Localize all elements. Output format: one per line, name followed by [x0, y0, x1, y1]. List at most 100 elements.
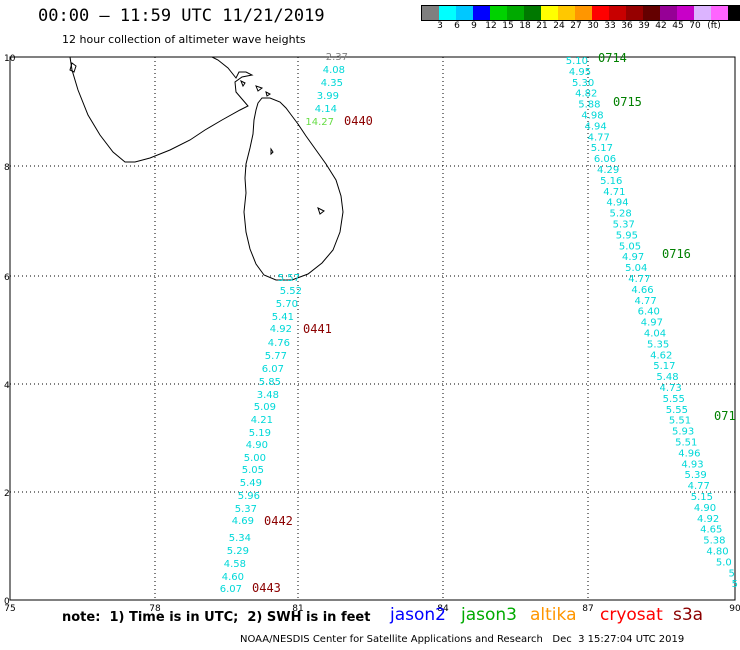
colorbar-label: 9 — [471, 21, 477, 31]
mission-label-cryosat: cryosat — [600, 605, 663, 625]
swh-value: 5.19 — [249, 428, 271, 439]
swh-value: 4.21 — [251, 415, 273, 426]
colorbar-swatch — [490, 6, 507, 20]
colorbar-swatch — [626, 6, 643, 20]
swh-value: 4.82 — [575, 89, 597, 100]
colorbar-swatch — [592, 6, 609, 20]
swh-value: 5.00 — [244, 453, 266, 464]
swh-value: 5.05 — [619, 241, 641, 252]
x-tick-label: 81 — [292, 604, 303, 614]
swh-value: 6.40 — [638, 307, 660, 318]
x-tick-label: 78 — [149, 604, 161, 614]
swh-value: 5.49 — [240, 478, 262, 489]
swh-value: 4.77 — [628, 274, 650, 285]
swh-value: 4.14 — [315, 104, 337, 115]
swh-value: 4.96 — [678, 448, 700, 459]
swh-value: 4.80 — [706, 547, 728, 558]
northern-islets — [69, 62, 325, 215]
pass-time-label: 0440 — [344, 114, 373, 128]
mission-label-jason3: jason3 — [461, 605, 517, 625]
colorbar-swatch — [711, 6, 728, 20]
swh-value: 4.94 — [584, 121, 606, 132]
swh-value: 4.65 — [700, 525, 722, 536]
colorbar-label: 36 — [621, 21, 633, 31]
swh-value: 4.90 — [694, 503, 716, 514]
x-tick-label: 84 — [437, 604, 449, 614]
colorbar-label: 12 — [485, 21, 497, 31]
swh-value: 5.51 — [669, 416, 691, 427]
colorbar-label: (ft) — [707, 21, 721, 31]
swh-value: 5.52 — [280, 286, 302, 297]
swh-value: 5.34 — [229, 533, 251, 544]
colorbar-label: 21 — [536, 21, 548, 31]
swh-value: 5.85 — [259, 377, 281, 388]
colorbar-label: 39 — [638, 21, 650, 31]
swh-value: 4.95 — [569, 67, 591, 78]
pass-time-label: 0441 — [303, 322, 332, 336]
swh-value: 5.17 — [653, 361, 675, 372]
swh-value: 5.57 — [278, 273, 300, 284]
swh-value: 5.48 — [656, 372, 678, 383]
india-coastline — [69, 56, 254, 163]
pass-time-label: 071 — [714, 409, 736, 423]
swh-value: 6.07 — [220, 584, 242, 595]
swh-value: 4.92 — [270, 324, 292, 335]
swh-value: 5.37 — [613, 220, 635, 231]
swh-value: 4.62 — [650, 350, 672, 361]
swh-value: 5.96 — [238, 491, 260, 502]
swh-value: 5.29 — [227, 546, 249, 557]
credit-line: NOAA/NESDIS Center for Satellite Applica… — [240, 634, 685, 645]
swh-value: 5.51 — [675, 438, 697, 449]
pass-time-label: 0714 — [598, 51, 627, 65]
swh-value: 4.77 — [588, 132, 610, 143]
pass-time-label: 0443 — [252, 581, 281, 595]
swh-value: 5.09 — [254, 402, 276, 413]
swh-value: 4.97 — [622, 252, 644, 263]
colorbar-swatch — [694, 6, 711, 20]
swh-value: 4.66 — [631, 285, 653, 296]
swh-value: 4.77 — [688, 481, 710, 492]
colorbar-label: 27 — [570, 21, 582, 31]
footnote: note: 1) Time is in UTC; 2) SWH is in fe… — [62, 610, 371, 625]
colorbar-label: 18 — [519, 21, 531, 31]
swh-value: 5.15 — [691, 492, 713, 503]
colorbar-swatch — [558, 6, 575, 20]
y-tick-label: 8 — [4, 163, 10, 173]
colorbar-label: 30 — [587, 21, 599, 31]
colorbar-swatch — [660, 6, 677, 20]
colorbar-swatch — [439, 6, 456, 20]
swh-value: 3.99 — [317, 91, 339, 102]
y-tick-label: 4 — [4, 381, 10, 391]
swh-value: 6.06 — [594, 154, 616, 165]
colorbar-swatch — [677, 6, 694, 20]
swh-value: 5.95 — [616, 230, 638, 241]
swh-value: 14.27 — [305, 117, 334, 128]
swh-value: 4.73 — [659, 383, 681, 394]
colorbar-swatch — [524, 6, 541, 20]
swh-value: 4.97 — [641, 318, 663, 329]
swh-value: 4.58 — [224, 559, 246, 570]
swh-value: 5.04 — [625, 263, 647, 274]
swh-value: 4.94 — [606, 198, 628, 209]
colorbar-swatch — [575, 6, 592, 20]
pass-time-label: 0716 — [662, 247, 691, 261]
axis-tick-labels: 75 78 81 84 87 90 0 2 4 6 8 10 — [4, 54, 740, 614]
sri-lanka-coastline — [243, 97, 344, 281]
colorbar-swatch — [609, 6, 626, 20]
page-title: 00:00 – 11:59 UTC 11/21/2019 — [38, 6, 325, 26]
mission-label-s3a: s3a — [673, 605, 704, 625]
colorbar-swatch — [473, 6, 490, 20]
swh-value: 5.77 — [265, 351, 287, 362]
swh-value: 4.35 — [321, 78, 343, 89]
colorbar-swatch — [422, 6, 439, 20]
swh-value: 2.37 — [326, 52, 348, 63]
wave-height-colorbar — [421, 5, 740, 21]
altimeter-tracks: 2.37 4.08 4.35 3.99 4.14 14.27 5.57 5.52 5.70 5.4… — [220, 52, 738, 595]
y-tick-label: 2 — [4, 489, 10, 499]
page-subtitle: 12 hour collection of altimeter wave hei… — [62, 33, 306, 46]
y-tick-label: 0 — [4, 597, 10, 607]
swh-value: 5.17 — [591, 143, 613, 154]
colorbar-swatch — [728, 6, 740, 20]
swh-value: 4.04 — [644, 329, 666, 340]
colorbar-label: 24 — [553, 21, 565, 31]
